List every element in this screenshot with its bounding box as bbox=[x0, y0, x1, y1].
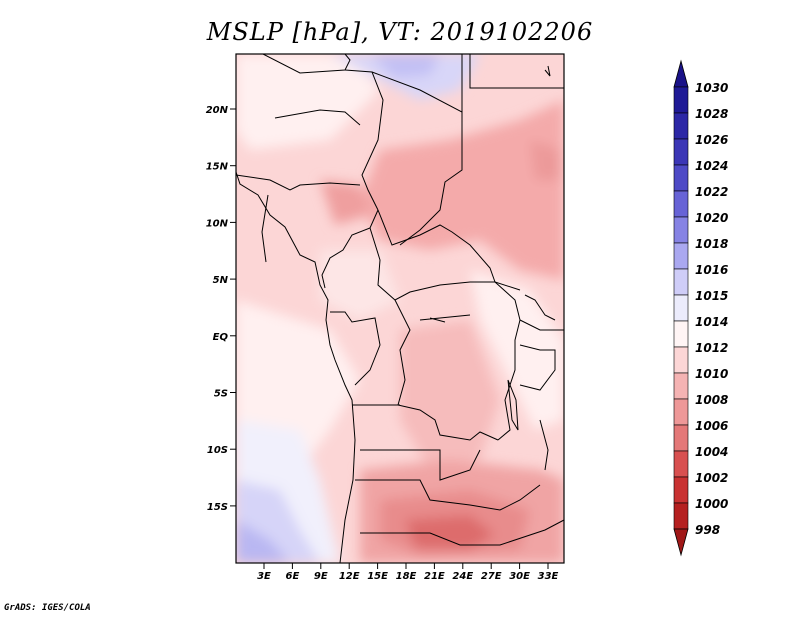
colorbar-band bbox=[673, 450, 689, 478]
lat-label: 5S bbox=[214, 389, 228, 400]
colorbar-band bbox=[673, 242, 689, 270]
grads-credit: GrADS: IGES/COLA bbox=[4, 603, 91, 613]
congo-river bbox=[419, 314, 471, 323]
colorbar-label: 1018 bbox=[695, 237, 728, 251]
lon-label: 21E bbox=[424, 571, 445, 582]
lon-label: 33E bbox=[538, 571, 559, 582]
border-egypt-sudan bbox=[469, 54, 564, 89]
coast-northeast bbox=[544, 65, 551, 77]
field-1012-gabon bbox=[320, 250, 400, 320]
lat-label: 20N bbox=[206, 105, 229, 116]
colorbar-band bbox=[673, 268, 689, 296]
border-car-south bbox=[369, 227, 495, 301]
field-1016-sahara bbox=[370, 54, 440, 78]
lon-label: 18E bbox=[396, 571, 417, 582]
border-drc-east bbox=[494, 281, 521, 441]
lon-label: 12E bbox=[339, 571, 360, 582]
colorbar-band bbox=[673, 372, 689, 400]
colorbar-label: 1015 bbox=[695, 289, 728, 303]
colorbar-label: 1004 bbox=[695, 445, 728, 459]
lon-label: 24E bbox=[452, 571, 473, 582]
colorbar-label: 1012 bbox=[695, 341, 728, 355]
border-chad-sudan bbox=[371, 71, 463, 246]
border-mali-niger bbox=[274, 109, 361, 126]
plot-title: MSLP [hPa], VT: 2019102206 bbox=[206, 18, 594, 46]
lat-label: 10N bbox=[206, 218, 229, 229]
lon-label: 3E bbox=[257, 571, 271, 582]
colorbar-band bbox=[673, 502, 689, 530]
lat-label: 10S bbox=[207, 445, 228, 456]
colorbar-label: 1008 bbox=[695, 393, 728, 407]
colorbar-band bbox=[673, 424, 689, 452]
colorbar-band bbox=[673, 190, 689, 218]
field-1012-north bbox=[236, 54, 380, 150]
field-1016-southwest bbox=[236, 520, 290, 563]
colorbar-label: 1014 bbox=[695, 315, 728, 329]
colorbar-bottom-arrow bbox=[673, 528, 689, 557]
atlantic-coastline bbox=[236, 171, 356, 563]
colorbar-label: 1020 bbox=[695, 211, 728, 225]
lake-malawi bbox=[539, 419, 549, 471]
field-1008-sahel bbox=[360, 100, 564, 280]
field-1004-kalahari bbox=[405, 515, 495, 550]
field-1006-nigeria bbox=[320, 180, 370, 225]
colorbar-band bbox=[673, 112, 689, 140]
colorbar-label: 1030 bbox=[695, 81, 728, 95]
colorbar-band bbox=[673, 86, 689, 114]
colorbar-label: 1028 bbox=[695, 107, 728, 121]
field-1006-sudan bbox=[530, 140, 560, 180]
lake-victoria bbox=[519, 344, 556, 391]
border-namibia bbox=[355, 479, 541, 511]
lat-label: 5N bbox=[213, 275, 229, 286]
colorbar-band bbox=[673, 320, 689, 348]
colorbar-band bbox=[673, 398, 689, 426]
colorbar-label: 998 bbox=[695, 523, 720, 537]
border-benin bbox=[261, 194, 269, 263]
colorbar-band bbox=[673, 346, 689, 374]
lat-label: 15N bbox=[206, 162, 229, 173]
lon-label: 30E bbox=[509, 571, 530, 582]
lon-label: 27E bbox=[481, 571, 502, 582]
border-east-africa bbox=[519, 294, 564, 331]
colorbar-top-arrow bbox=[673, 59, 689, 88]
colorbar-band bbox=[673, 216, 689, 244]
colorbar-band bbox=[673, 138, 689, 166]
colorbar-label: 1026 bbox=[695, 133, 728, 147]
latitude-axis: 20N 15N 10N 5N EQ 5S 10S 15S bbox=[206, 105, 236, 513]
border-south bbox=[360, 519, 564, 546]
colorbar-label: 1024 bbox=[695, 159, 728, 173]
colorbar-label: 1022 bbox=[695, 185, 728, 199]
colorbar-band bbox=[673, 294, 689, 322]
longitude-axis: 3E 6E 9E 12E 15E 18E 21E 24E 27E 30E 33E bbox=[257, 563, 559, 582]
border-angola bbox=[352, 404, 481, 481]
colorbar-label: 1016 bbox=[695, 263, 728, 277]
colorbar-label: 1010 bbox=[695, 367, 728, 381]
colorbar-band bbox=[673, 476, 689, 504]
lat-label: 15S bbox=[207, 502, 228, 513]
border-niger-nigeria bbox=[236, 174, 361, 191]
lon-label: 6E bbox=[286, 571, 300, 582]
colorbar: 1030 1028 1026 1024 1022 1020 1018 1016 1015 1014… bbox=[673, 59, 728, 557]
border-congo-gabon bbox=[330, 311, 381, 386]
lake-tanganyika bbox=[507, 379, 519, 431]
lon-label: 9E bbox=[314, 571, 328, 582]
colorbar-label: 1002 bbox=[695, 471, 728, 485]
lat-label: EQ bbox=[213, 332, 229, 343]
border-car-north bbox=[377, 209, 521, 291]
map-frame bbox=[235, 53, 565, 564]
pressure-field bbox=[236, 54, 564, 563]
border-drc-west bbox=[394, 299, 499, 441]
colorbar-label: 1006 bbox=[695, 419, 728, 433]
lon-label: 15E bbox=[367, 571, 388, 582]
field-1008-congo bbox=[400, 320, 500, 470]
country-borders bbox=[236, 54, 564, 563]
colorbar-label: 1000 bbox=[695, 497, 728, 511]
colorbar-band bbox=[673, 164, 689, 192]
